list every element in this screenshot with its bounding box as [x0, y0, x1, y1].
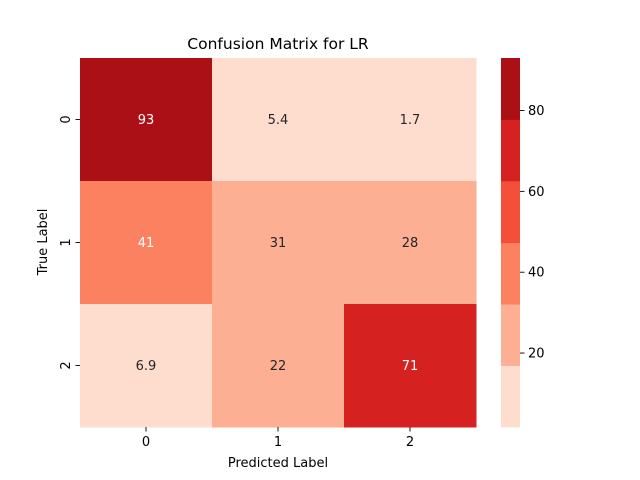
colorbar-tick-label: 40 — [528, 266, 545, 281]
heatmap-cell-1-1 — [212, 181, 345, 305]
colorbar-tick-label: 60 — [528, 185, 545, 200]
y-tick-label: 1 — [59, 238, 74, 246]
colorbar-segment — [501, 58, 520, 120]
cell-annotation-0-1: 5.4 — [268, 113, 289, 128]
colorbar: 20 40 60 80 — [501, 58, 545, 428]
heatmap-cell-1-0 — [80, 181, 213, 305]
heatmap-cell-2-1 — [212, 304, 345, 428]
y-axis-label: True Label — [36, 209, 51, 277]
x-tick-label: 2 — [406, 435, 414, 450]
colorbar-segment — [501, 365, 520, 428]
heatmap-cell-0-2 — [344, 58, 477, 182]
colorbar-tick-label: 20 — [528, 347, 545, 362]
cell-annotation-2-2: 71 — [402, 359, 419, 374]
heatmap-cell-2-2 — [344, 304, 477, 428]
colorbar-segment — [501, 119, 520, 182]
colorbar-segment — [501, 242, 520, 305]
chart-title: Confusion Matrix for LR — [187, 35, 369, 53]
cell-annotation-0-0: 93 — [138, 113, 155, 128]
x-axis-label: Predicted Label — [228, 456, 328, 471]
colorbar-tick-label: 80 — [528, 104, 545, 119]
y-axis: 0 1 2 — [59, 115, 80, 370]
cell-annotation-2-0: 6.9 — [136, 359, 157, 374]
cell-annotation-1-1: 31 — [270, 236, 287, 251]
colorbar-segment — [501, 180, 520, 244]
heatmap-cells — [80, 58, 477, 428]
cell-annotation-2-1: 22 — [270, 359, 287, 374]
cell-annotation-0-2: 1.7 — [400, 113, 421, 128]
y-tick-label: 2 — [59, 361, 74, 369]
x-tick-label: 1 — [274, 435, 282, 450]
colorbar-segment — [501, 304, 520, 366]
cell-annotation-1-2: 28 — [402, 236, 419, 251]
heatmap-cell-1-2 — [344, 181, 477, 305]
cell-annotation-1-0: 41 — [138, 236, 155, 251]
heatmap-cell-0-1 — [212, 58, 345, 182]
heatmap-cell-0-0 — [80, 58, 213, 182]
x-tick-label: 0 — [142, 435, 150, 450]
heatmap-cell-2-0 — [80, 304, 213, 428]
x-axis: 0 1 2 — [142, 427, 414, 450]
heatmap-annotations: 93 5.4 1.7 41 31 28 6.9 22 71 — [136, 113, 421, 374]
y-tick-label: 0 — [59, 115, 74, 123]
